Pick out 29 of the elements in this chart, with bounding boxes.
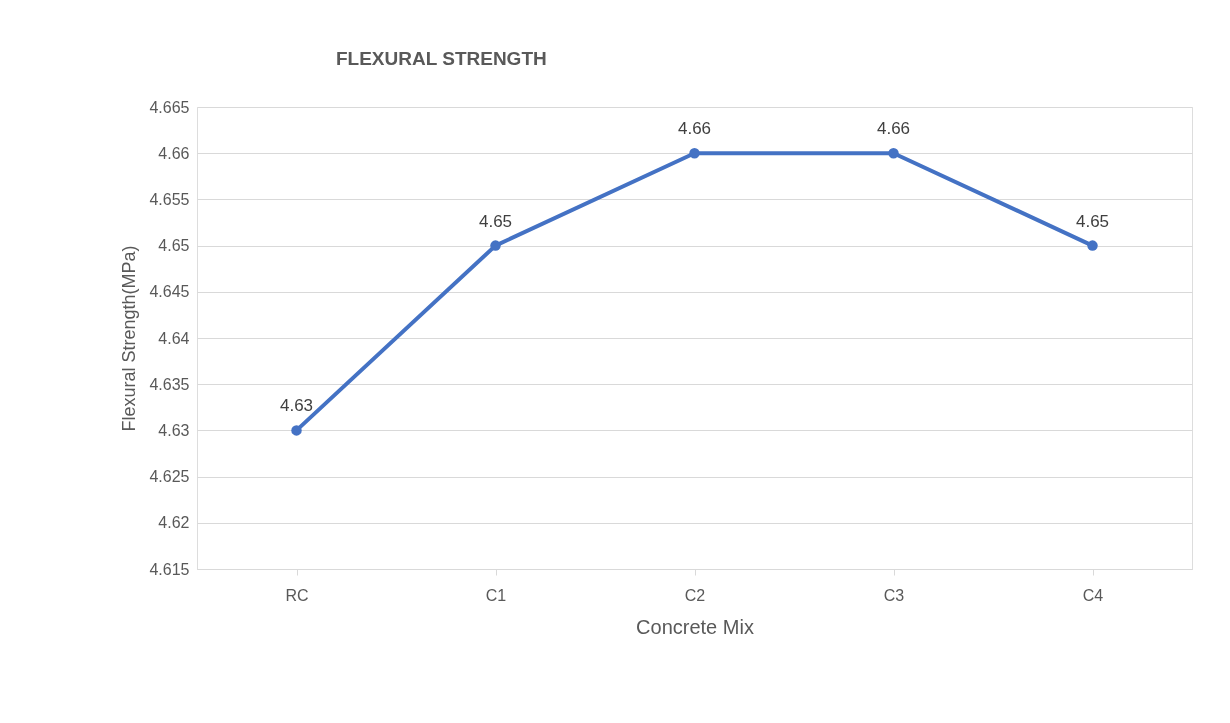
data-label: 4.65 [478, 211, 513, 231]
x-tick-label: C1 [485, 586, 507, 604]
data-label: 4.63 [279, 396, 314, 416]
x-axis-title: Concrete Mix [636, 615, 754, 638]
x-tick-label: C2 [684, 586, 706, 604]
y-axis-title: Flexural Strength(MPa) [119, 245, 140, 432]
data-label: 4.66 [677, 119, 712, 139]
x-tick-label: C3 [883, 586, 905, 604]
y-tick-label: 4.645 [149, 283, 190, 301]
y-tick-label: 4.63 [158, 421, 190, 439]
chart-title: FLEXURAL STRENGTH [335, 48, 547, 69]
x-tick-label: C4 [1082, 586, 1104, 604]
data-label: 4.66 [876, 119, 911, 139]
point [291, 425, 302, 436]
point [888, 147, 899, 159]
y-tick-label: 4.65 [158, 237, 190, 255]
y-tick-label: 4.665 [149, 98, 190, 116]
point [1087, 240, 1098, 251]
y-tick-label: 4.64 [158, 329, 190, 347]
y-tick-label: 4.635 [149, 375, 190, 393]
y-tick-label: 4.615 [149, 560, 190, 578]
point [490, 240, 501, 251]
x-tick-label: RC [285, 586, 309, 604]
y-tick-label: 4.66 [158, 144, 190, 162]
y-tick-label: 4.625 [149, 468, 190, 486]
point [689, 147, 700, 159]
y-tick-label: 4.655 [149, 190, 190, 208]
data-label: 4.65 [1075, 211, 1110, 231]
y-tick-label: 4.62 [158, 514, 190, 532]
